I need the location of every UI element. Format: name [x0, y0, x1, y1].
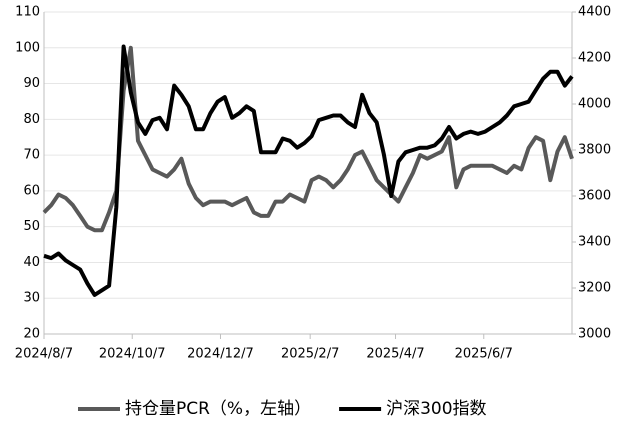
y-tick-label: 40 — [23, 255, 40, 270]
y-tick-label: 80 — [23, 112, 40, 127]
y-tick-label: 100 — [15, 40, 40, 55]
y-tick-label: 110 — [15, 5, 40, 20]
y2-tick-label: 4400 — [578, 5, 611, 20]
y2-tick-label: 3000 — [578, 327, 611, 342]
y-tick-label: 50 — [23, 219, 40, 234]
x-tick-label: 2025/6/7 — [455, 347, 513, 362]
series-line — [43, 44, 574, 297]
y2-tick-label: 3600 — [578, 189, 611, 204]
y-tick-label: 20 — [23, 327, 40, 342]
x-tick-label: 2025/4/7 — [366, 347, 424, 362]
y-tick-label: 30 — [23, 291, 40, 306]
x-tick-label: 2024/8/7 — [15, 347, 73, 362]
x-tick-label: 2025/2/7 — [281, 347, 339, 362]
legend-label: 持仓量PCR（%，左轴） — [125, 399, 311, 419]
series-line — [42, 45, 574, 233]
y2-tick-label: 3400 — [578, 235, 611, 250]
legend-label: 沪深300指数 — [386, 399, 486, 419]
y2-tick-label: 4000 — [578, 97, 611, 112]
y-tick-label: 70 — [23, 148, 40, 163]
y-tick-label: 90 — [23, 76, 40, 91]
x-tick-label: 2024/10/7 — [99, 347, 166, 362]
y2-tick-label: 3800 — [578, 143, 611, 158]
y2-tick-label: 4200 — [578, 51, 611, 66]
y2-tick-label: 3200 — [578, 281, 611, 296]
x-tick-label: 2024/12/7 — [187, 347, 254, 362]
y-tick-label: 60 — [23, 183, 40, 198]
